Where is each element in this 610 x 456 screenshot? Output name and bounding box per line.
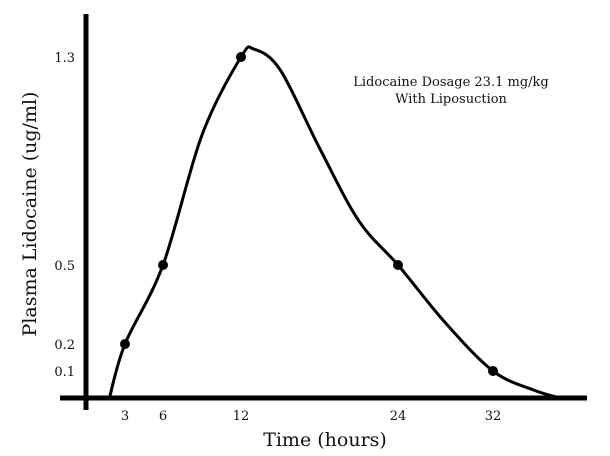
y-tick-label: 1.3 — [54, 51, 75, 66]
y-tick-label: 0.5 — [54, 259, 75, 274]
y-tick-label: 0.1 — [54, 365, 75, 380]
data-points — [120, 52, 498, 376]
y-axis-title: Plasma Lidocaine (ug/ml) — [19, 92, 41, 337]
axes — [60, 14, 587, 410]
x-tick-label: 32 — [485, 409, 502, 424]
y-tick-label: 0.2 — [54, 338, 75, 353]
data-point-1 — [120, 339, 130, 349]
x-tick-labels: 3 6 12 24 32 — [121, 409, 501, 424]
x-axis-title: Time (hours) — [263, 429, 387, 451]
data-point-3 — [236, 52, 246, 62]
annotation-line-2: With Liposuction — [395, 92, 507, 107]
data-point-2 — [158, 260, 168, 270]
x-tick-label: 24 — [390, 409, 407, 424]
x-tick-label: 12 — [233, 409, 250, 424]
series-line — [107, 45, 561, 400]
annotation-line-1: Lidocaine Dosage 23.1 mg/kg — [353, 75, 548, 90]
x-tick-label: 6 — [159, 409, 167, 424]
x-tick-label: 3 — [121, 409, 129, 424]
data-point-5 — [488, 366, 498, 376]
y-tick-labels: 0.1 0.2 0.5 1.3 — [54, 51, 75, 380]
data-point-4 — [393, 260, 403, 270]
